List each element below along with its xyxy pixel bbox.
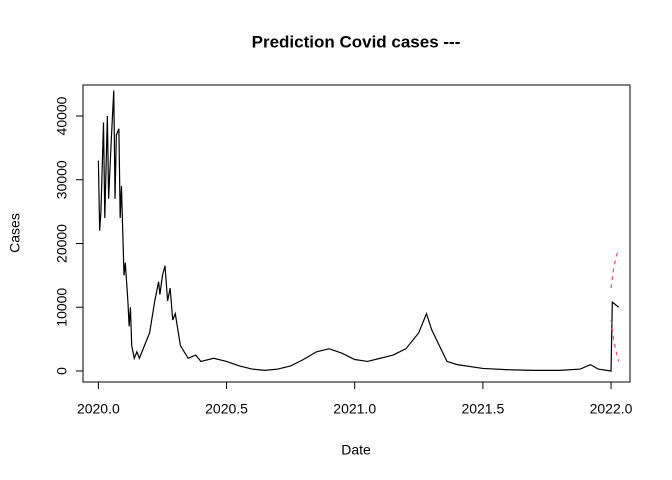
y-tick-label: 10000 (54, 288, 70, 327)
data-line (97, 90, 620, 372)
y-tick-label: 40000 (54, 96, 70, 135)
y-axis-label: Cases (7, 213, 23, 253)
data-line (610, 249, 620, 289)
data-line (610, 319, 620, 362)
y-tick-label: 0 (54, 367, 70, 375)
plot-frame (82, 84, 631, 383)
x-axis-label: Date (341, 442, 371, 458)
y-tick-label: 20000 (54, 224, 70, 263)
y-tick-label: 30000 (54, 160, 70, 199)
chart-title: Prediction Covid cases --- (252, 32, 461, 51)
x-tick-label: 2020.0 (77, 401, 120, 417)
x-tick-label: 2021.0 (333, 401, 376, 417)
x-tick-label: 2020.5 (205, 401, 248, 417)
x-tick-label: 2022.0 (590, 401, 633, 417)
x-tick-label: 2021.5 (461, 401, 504, 417)
